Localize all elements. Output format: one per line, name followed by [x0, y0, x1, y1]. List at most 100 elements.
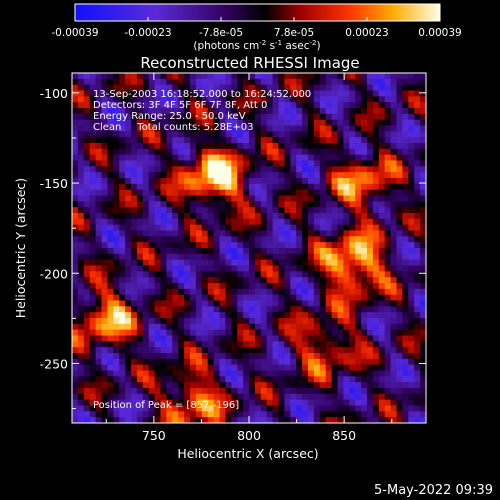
heatmap-cell — [113, 78, 120, 86]
heatmap-cell — [313, 329, 321, 336]
heatmap-cell — [178, 172, 185, 179]
heatmap-cell — [154, 358, 161, 366]
heatmap-cell — [313, 108, 321, 115]
heatmap-cell — [331, 306, 338, 313]
heatmap-cell — [361, 207, 368, 214]
heatmap-cell — [243, 283, 250, 290]
heatmap-cell — [408, 294, 415, 301]
heatmap-cell — [266, 318, 273, 325]
heatmap-cell — [119, 265, 126, 272]
heatmap-cell — [83, 388, 91, 395]
heatmap-cell — [331, 113, 338, 121]
heatmap-cell — [243, 271, 250, 278]
heatmap-cell — [384, 353, 391, 360]
heatmap-cell — [420, 393, 427, 401]
heatmap-cell — [131, 195, 138, 202]
heatmap-cell — [213, 183, 220, 191]
heatmap-cell — [390, 399, 397, 406]
heatmap-cell — [420, 399, 427, 406]
heatmap-cell — [213, 253, 220, 261]
heatmap-cell — [278, 370, 285, 377]
heatmap-cell — [113, 143, 120, 150]
heatmap-cell — [402, 294, 409, 301]
heatmap-cell — [231, 90, 238, 97]
heatmap-cell — [308, 96, 315, 103]
heatmap-cell — [402, 399, 409, 406]
heatmap-cell — [195, 178, 203, 185]
heatmap-cell — [337, 417, 344, 424]
heatmap-cell — [72, 259, 79, 266]
heatmap-cell — [408, 172, 415, 179]
heatmap-cell — [296, 160, 303, 167]
heatmap-cell — [89, 341, 96, 348]
heatmap-cell — [131, 277, 138, 284]
heatmap-cell — [384, 125, 391, 132]
heatmap-cell — [131, 399, 138, 406]
heatmap-cell — [337, 236, 344, 243]
heatmap-cell — [402, 143, 409, 150]
heatmap-cell — [396, 90, 403, 97]
heatmap-cell — [378, 189, 386, 196]
heatmap-cell — [184, 119, 191, 126]
heatmap-cell — [219, 318, 226, 325]
heatmap-cell — [367, 335, 374, 342]
heatmap-cell — [201, 405, 209, 412]
heatmap-cell — [343, 131, 350, 138]
heatmap-cell — [190, 300, 197, 307]
heatmap-cell — [319, 119, 327, 126]
heatmap-cell — [349, 353, 356, 360]
heatmap-cell — [72, 370, 79, 377]
heatmap-cell — [414, 393, 421, 401]
heatmap-cell — [178, 271, 185, 278]
heatmap-cell — [72, 288, 79, 296]
heatmap-cell — [125, 131, 132, 138]
heatmap-cell — [101, 364, 108, 371]
heatmap-cell — [237, 358, 244, 366]
heatmap-cell — [207, 189, 214, 196]
heatmap-cell — [101, 113, 108, 121]
heatmap-cell — [402, 283, 409, 290]
heatmap-cell — [331, 399, 338, 406]
heatmap-cell — [160, 78, 167, 86]
heatmap-cell — [325, 329, 332, 336]
heatmap-cell — [284, 78, 291, 86]
heatmap-cell — [337, 201, 344, 208]
heatmap-cell — [219, 288, 226, 296]
heatmap-cell — [119, 382, 126, 389]
heatmap-cell — [390, 335, 397, 342]
heatmap-cell — [83, 137, 91, 144]
heatmap-cell — [331, 323, 338, 331]
heatmap-cell — [420, 364, 427, 371]
heatmap-cell — [296, 288, 303, 296]
heatmap-cell — [260, 405, 268, 412]
heatmap-cell — [136, 399, 144, 406]
heatmap-cell — [142, 364, 150, 371]
heatmap-cell — [349, 154, 356, 161]
heatmap-cell — [337, 131, 344, 138]
heatmap-cell — [83, 154, 91, 161]
heatmap-cell — [213, 102, 220, 109]
heatmap-cell — [355, 84, 362, 91]
heatmap-cell — [166, 131, 173, 138]
heatmap-cell — [119, 248, 126, 255]
heatmap-cell — [160, 393, 167, 401]
heatmap-cell — [201, 353, 209, 360]
heatmap-cell — [195, 137, 203, 144]
heatmap-cell — [266, 253, 273, 261]
heatmap-cell — [313, 102, 321, 109]
heatmap-cell — [107, 195, 114, 202]
heatmap-cell — [313, 411, 321, 418]
heatmap-cell — [372, 230, 380, 237]
heatmap-cell — [260, 248, 268, 255]
heatmap-cell — [372, 242, 380, 249]
heatmap-cell — [384, 347, 391, 354]
heatmap-cell — [190, 323, 197, 331]
heatmap-cell — [72, 306, 79, 313]
heatmap-cell — [243, 113, 250, 121]
heatmap-cell — [378, 318, 386, 325]
heatmap-cell — [367, 236, 374, 243]
heatmap-cell — [302, 417, 309, 424]
heatmap-cell — [290, 201, 297, 208]
heatmap-cell — [254, 73, 262, 80]
heatmap-cell — [184, 388, 191, 395]
